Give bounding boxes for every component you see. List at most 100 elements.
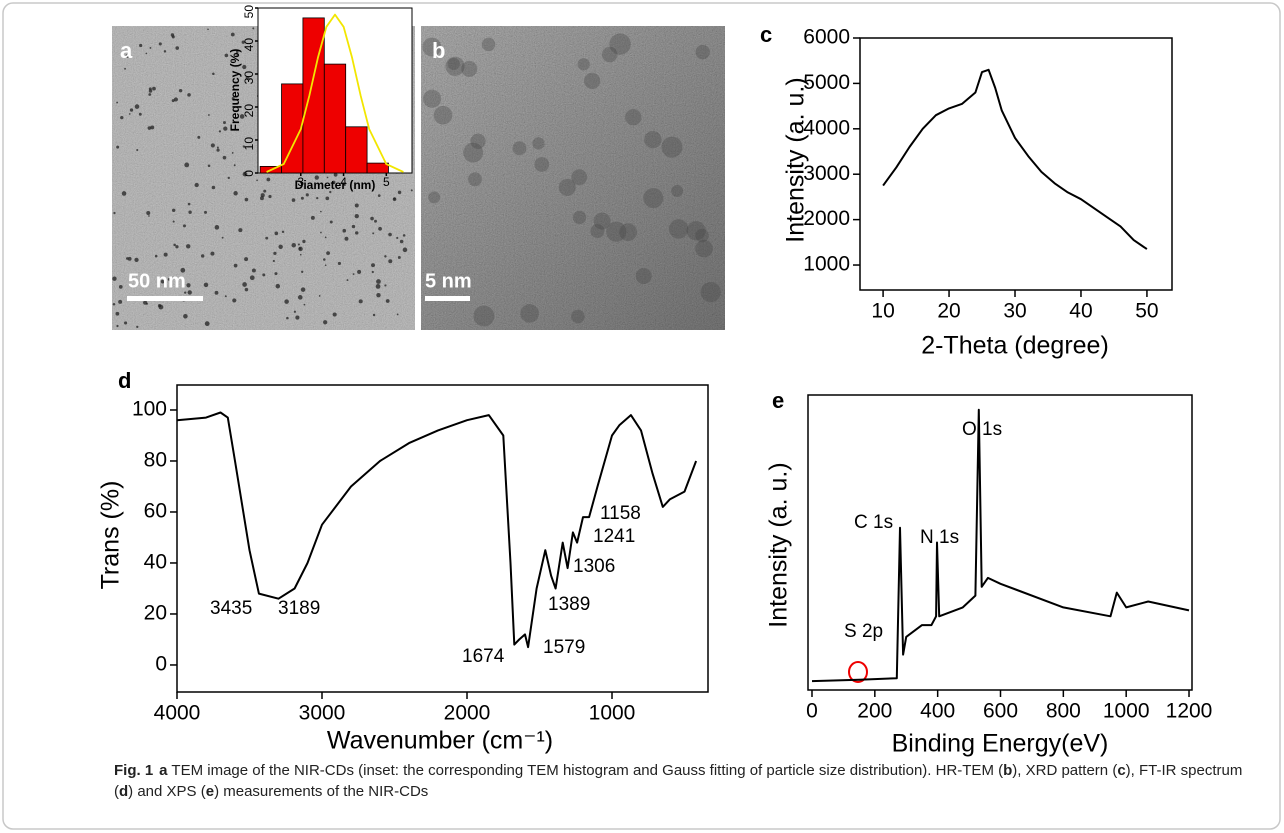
particle — [242, 171, 248, 177]
particle — [397, 255, 401, 259]
particle — [148, 215, 150, 217]
particle — [187, 202, 191, 206]
particle — [260, 193, 265, 198]
particle — [331, 180, 336, 185]
particle — [371, 270, 374, 274]
particle — [121, 191, 127, 196]
annotation: 1158 — [600, 503, 641, 524]
particle — [136, 325, 139, 329]
particle — [186, 244, 191, 249]
particle — [333, 172, 338, 177]
particle — [532, 137, 545, 150]
particle — [224, 295, 227, 298]
particle — [118, 299, 123, 304]
panel-label: c — [760, 22, 772, 47]
particle — [571, 309, 585, 324]
particle — [370, 216, 374, 221]
panel-label: e — [772, 388, 784, 413]
particle — [422, 89, 442, 108]
particle — [116, 145, 120, 149]
annotation: 1306 — [573, 556, 615, 577]
histogram-bar — [302, 17, 325, 174]
particle — [661, 136, 683, 158]
caption-text: b — [1003, 762, 1013, 779]
caption-text: ) and XPS ( — [128, 783, 206, 800]
particle — [152, 86, 156, 91]
particle — [124, 67, 126, 70]
particle — [332, 312, 337, 317]
particle — [259, 196, 264, 201]
particle — [239, 114, 245, 119]
y-tick-label: 1000 — [803, 253, 850, 276]
particle — [470, 133, 486, 149]
particle — [143, 300, 148, 305]
caption-text: Fig. 1 — [114, 762, 154, 779]
particle — [216, 146, 219, 149]
annotation: 1241 — [593, 526, 635, 547]
particle — [221, 236, 224, 239]
particle — [145, 52, 148, 55]
particle — [263, 189, 267, 193]
particle — [128, 113, 131, 115]
particle — [278, 244, 283, 249]
particle — [671, 184, 684, 197]
particle — [346, 279, 349, 282]
particle — [187, 290, 192, 295]
histogram-bar — [281, 83, 304, 174]
particle — [129, 108, 134, 112]
caption-text: ), FT-IR spectrum ( — [114, 762, 1243, 800]
annotation: C 1s — [854, 512, 893, 533]
particle — [397, 190, 402, 195]
particle — [281, 230, 285, 234]
x-tick-label: 600 — [983, 700, 1018, 723]
particle — [375, 284, 381, 289]
particle — [558, 178, 576, 196]
particle — [203, 282, 209, 288]
particle — [298, 246, 303, 252]
y-tick-label: 4000 — [803, 116, 850, 139]
y-tick-label: 0 — [242, 170, 256, 177]
particle — [396, 313, 399, 316]
particle — [318, 295, 321, 297]
particle — [324, 236, 327, 239]
particle — [212, 72, 215, 76]
particle — [194, 182, 199, 188]
histogram-bar — [366, 162, 389, 174]
particle — [326, 251, 330, 255]
particle — [172, 220, 175, 223]
particle — [354, 213, 359, 219]
particle — [272, 259, 275, 263]
y-tick-label: 2000 — [803, 207, 850, 230]
particle — [275, 283, 281, 289]
particle — [154, 254, 158, 258]
particle — [355, 231, 359, 235]
particle — [342, 228, 347, 233]
caption-text: TEM image of the NIR-CDs (inset: the cor… — [167, 762, 1004, 779]
annotation: 3435 — [210, 598, 252, 619]
x-tick-label: 1200 — [1166, 700, 1213, 723]
particle — [376, 279, 381, 284]
particle — [163, 252, 168, 257]
particle — [175, 245, 179, 249]
particle — [210, 143, 215, 148]
particle — [214, 225, 220, 230]
particle — [601, 46, 618, 63]
particle — [134, 104, 140, 109]
particle — [371, 263, 375, 268]
particle — [402, 234, 406, 237]
particle — [244, 257, 249, 262]
tem-image-b — [421, 26, 725, 330]
particle — [300, 287, 306, 292]
particle — [124, 321, 128, 325]
particle — [357, 269, 362, 274]
y-tick-label: 3000 — [803, 162, 850, 185]
particle — [113, 211, 116, 215]
particle — [127, 256, 132, 261]
particle — [301, 270, 304, 274]
particle — [323, 320, 328, 325]
particle — [183, 313, 188, 319]
particle — [268, 194, 272, 199]
particle — [223, 121, 226, 125]
particle — [230, 32, 235, 37]
